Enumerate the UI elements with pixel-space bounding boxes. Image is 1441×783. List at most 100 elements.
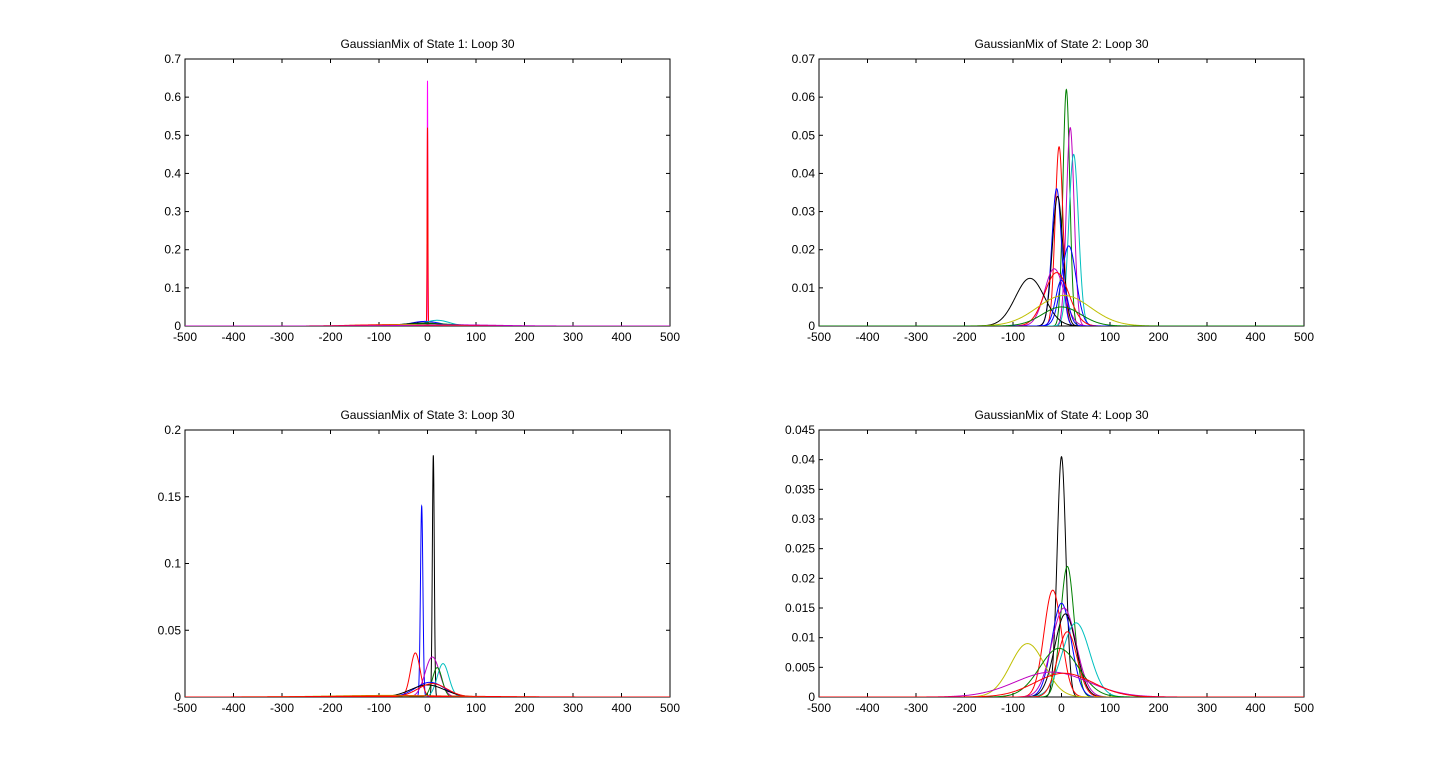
y-tick-label: 0.3 xyxy=(164,205,181,219)
subplot-4: GaussianMix of State 4: Loop 30 -500 -400 -… xyxy=(785,408,1314,715)
x-tick-label: 400 xyxy=(611,330,631,344)
y-tick-label: 0.2 xyxy=(164,423,181,437)
x-tick-label: 500 xyxy=(1294,701,1314,715)
x-tick-label: 200 xyxy=(514,330,534,344)
y-tick-label: 0 xyxy=(174,319,181,333)
x-tick-label: 300 xyxy=(563,330,583,344)
x-tick-label: 100 xyxy=(466,330,486,344)
y-tick-label: 0.01 xyxy=(792,281,816,295)
x-tick-label: -200 xyxy=(952,701,976,715)
x-tick-label: 0 xyxy=(424,330,431,344)
x-tick-label: 300 xyxy=(563,701,583,715)
series-line-9 xyxy=(185,324,670,326)
subplot-2: GaussianMix of State 2: Loop 30 -500 -400 -… xyxy=(792,37,1315,344)
x-tick-label: -400 xyxy=(855,330,879,344)
y-tick-label: 0.035 xyxy=(785,482,815,496)
y-tick-label: 0.6 xyxy=(164,90,181,104)
x-tick-label: 400 xyxy=(611,701,631,715)
series-line-8 xyxy=(185,324,670,326)
x-tick-label: 100 xyxy=(466,701,486,715)
series-line-4 xyxy=(185,319,670,326)
y-tick-label: 0.005 xyxy=(785,660,815,674)
x-tick-label: -400 xyxy=(855,701,879,715)
y-tick-label: 0.045 xyxy=(785,423,815,437)
x-tick-label: -500 xyxy=(807,330,831,344)
x-tick-label: -100 xyxy=(367,330,391,344)
x-tick-label: 400 xyxy=(1245,330,1265,344)
x-tick-label: -300 xyxy=(270,330,294,344)
x-tick-label: -200 xyxy=(318,330,342,344)
x-tick-label: -300 xyxy=(904,701,928,715)
subplot-3: GaussianMix of State 3: Loop 30 -500 -400 -… xyxy=(158,408,681,715)
chart-title: GaussianMix of State 1: Loop 30 xyxy=(340,37,514,51)
x-tick-label: -300 xyxy=(904,330,928,344)
y-tick-label: 0.015 xyxy=(785,601,815,615)
x-tick-label: 200 xyxy=(1148,330,1168,344)
y-tick-label: 0 xyxy=(174,690,181,704)
x-tick-label: -200 xyxy=(952,330,976,344)
x-tick-label: 400 xyxy=(1245,701,1265,715)
y-tick-label: 0.04 xyxy=(792,453,816,467)
x-tick-label: 500 xyxy=(1294,330,1314,344)
y-tick-label: 0.7 xyxy=(164,52,181,66)
y-tick-label: 0.02 xyxy=(792,571,816,585)
series-line-12 xyxy=(819,672,1304,697)
series-line-13 xyxy=(819,306,1304,326)
y-tick-label: 0.05 xyxy=(158,623,182,637)
x-tick-label: 200 xyxy=(1148,701,1168,715)
x-tick-label: -400 xyxy=(221,330,245,344)
x-tick-label: 100 xyxy=(1100,701,1120,715)
x-tick-label: -200 xyxy=(318,701,342,715)
x-tick-label: 200 xyxy=(514,701,534,715)
series-line-7 xyxy=(185,323,670,326)
x-tick-label: -100 xyxy=(1001,330,1025,344)
x-tick-label: 0 xyxy=(1058,330,1065,344)
series-line-11 xyxy=(819,279,1304,326)
series-line-9 xyxy=(185,683,670,697)
x-tick-label: -500 xyxy=(173,330,197,344)
x-tick-label: -100 xyxy=(367,701,391,715)
chart-title: GaussianMix of State 4: Loop 30 xyxy=(974,408,1148,422)
series-line-7 xyxy=(185,681,670,697)
x-tick-label: 500 xyxy=(660,701,680,715)
y-tick-label: 0.025 xyxy=(785,542,815,556)
y-tick-label: 0.01 xyxy=(792,631,816,645)
plot-area xyxy=(184,429,671,698)
series-line-11 xyxy=(185,695,670,697)
y-tick-label: 0.4 xyxy=(164,166,181,180)
y-tick-label: 0.03 xyxy=(792,205,816,219)
x-tick-label: 300 xyxy=(1197,330,1217,344)
x-tick-label: 0 xyxy=(424,701,431,715)
chart-title: GaussianMix of State 3: Loop 30 xyxy=(340,408,514,422)
y-tick-label: 0.15 xyxy=(158,490,182,504)
x-tick-label: -400 xyxy=(221,701,245,715)
series-line-3 xyxy=(185,320,670,326)
x-tick-label: 500 xyxy=(660,330,680,344)
y-tick-label: 0.02 xyxy=(792,243,816,257)
x-tick-label: 300 xyxy=(1197,701,1217,715)
y-tick-label: 0.06 xyxy=(792,90,816,104)
plot-area xyxy=(818,58,1305,327)
y-tick-label: 0.1 xyxy=(164,557,181,571)
y-tick-label: 0.1 xyxy=(164,281,181,295)
y-tick-label: 0.03 xyxy=(792,512,816,526)
x-tick-label: 100 xyxy=(1100,330,1120,344)
x-tick-label: -100 xyxy=(1001,701,1025,715)
y-tick-label: 0.04 xyxy=(792,166,816,180)
series-line-8 xyxy=(185,684,670,697)
y-tick-label: 0.2 xyxy=(164,243,181,257)
y-tick-label: 0.05 xyxy=(792,128,816,142)
y-tick-label: 0 xyxy=(808,319,815,333)
series-line-6 xyxy=(185,323,670,326)
subplot-1: GaussianMix of State 1: Loop 30 -500 -400 -… xyxy=(164,37,680,344)
x-tick-label: -500 xyxy=(807,701,831,715)
plot-area xyxy=(818,429,1305,698)
x-tick-label: -300 xyxy=(270,701,294,715)
x-tick-label: 0 xyxy=(1058,701,1065,715)
chart-title: GaussianMix of State 2: Loop 30 xyxy=(974,37,1148,51)
series-line-5 xyxy=(185,322,670,326)
y-tick-label: 0 xyxy=(808,690,815,704)
x-tick-label: -500 xyxy=(173,701,197,715)
series-line-6 xyxy=(185,667,670,697)
